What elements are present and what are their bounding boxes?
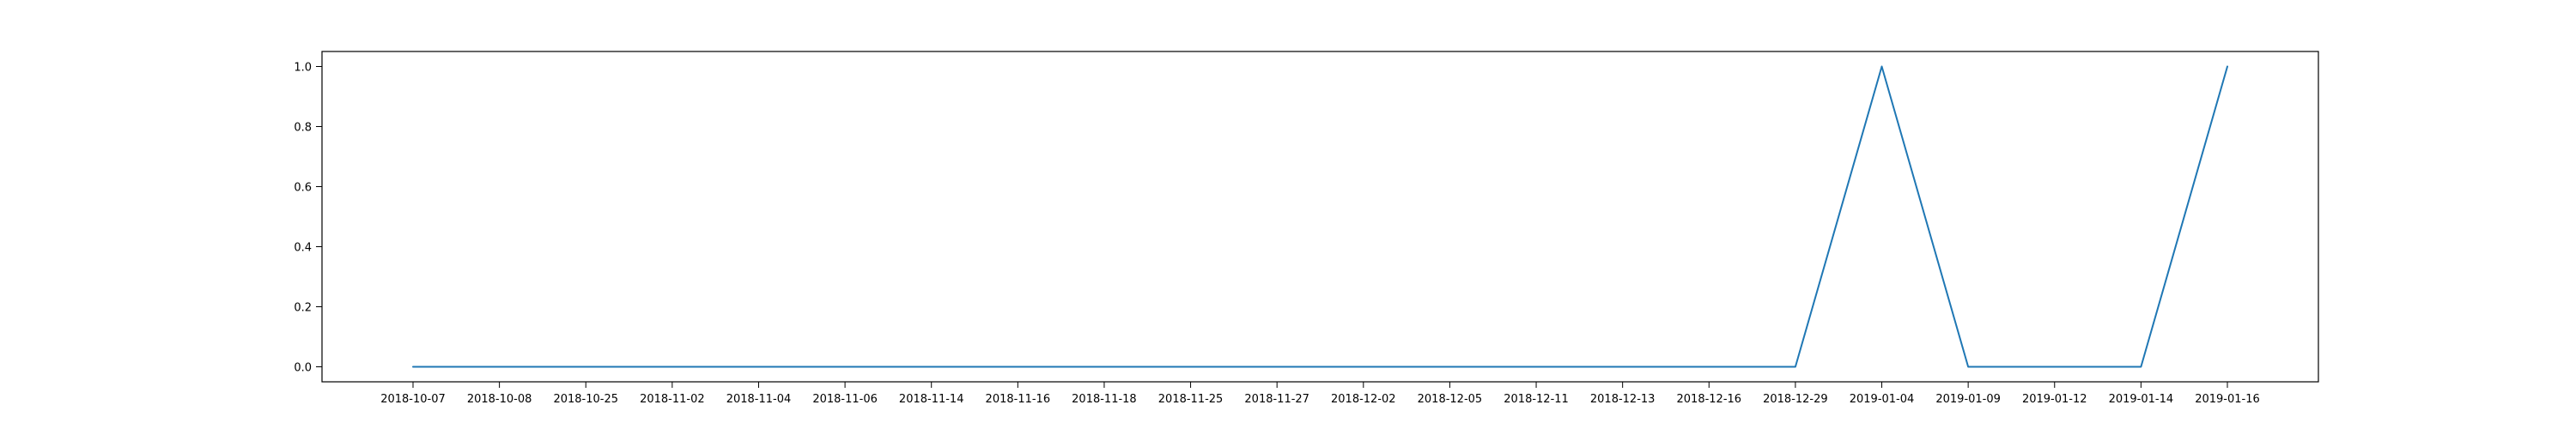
x-tick-label: 2018-11-06 (812, 393, 878, 406)
x-tick-label: 2018-11-14 (899, 393, 964, 406)
y-axis: 0.0 0.2 0.4 0.6 0.8 1.0 (294, 62, 322, 375)
y-tick-label: 0.6 (294, 182, 312, 195)
x-tick-label: 2019-01-12 (2022, 393, 2087, 406)
x-tick-label: 2019-01-16 (2195, 393, 2260, 406)
x-tick-label: 2018-10-08 (467, 393, 532, 406)
x-tick-label: 2018-11-18 (1072, 393, 1137, 406)
x-tick-label: 2018-12-13 (1590, 393, 1656, 406)
x-tick-label: 2018-10-07 (380, 393, 446, 406)
x-tick-label: 2018-11-27 (1244, 393, 1309, 406)
x-tick-label: 2019-01-14 (2109, 393, 2174, 406)
series-line (412, 65, 2228, 368)
x-tick-label: 2018-10-25 (553, 393, 618, 406)
x-tick-label: 2018-11-04 (726, 393, 792, 406)
series-layer (412, 65, 2228, 368)
plot-frame (321, 51, 2319, 383)
x-tick-label: 2019-01-04 (1850, 393, 1915, 406)
x-tick-label: 2018-12-16 (1677, 393, 1742, 406)
x-tick-label: 2018-12-29 (1763, 393, 1828, 406)
y-tick-label: 0.2 (294, 302, 312, 315)
y-tick-label: 0.0 (294, 362, 312, 375)
x-tick-label: 2019-01-09 (1935, 393, 2001, 406)
x-tick-label: 2018-11-25 (1158, 393, 1224, 406)
x-tick-label: 2018-12-02 (1331, 393, 1396, 406)
x-tick-label: 2018-12-05 (1418, 393, 1483, 406)
y-tick-label: 1.0 (294, 62, 312, 75)
x-axis: 2018-10-07 2018-10-08 2018-10-25 2018-11-02… (380, 382, 2260, 406)
y-tick-label: 0.8 (294, 122, 312, 135)
x-tick-label: 2018-12-11 (1504, 393, 1569, 406)
x-tick-label: 2018-11-02 (640, 393, 705, 406)
x-tick-label: 2018-11-16 (986, 393, 1051, 406)
y-tick-label: 0.4 (294, 242, 312, 255)
